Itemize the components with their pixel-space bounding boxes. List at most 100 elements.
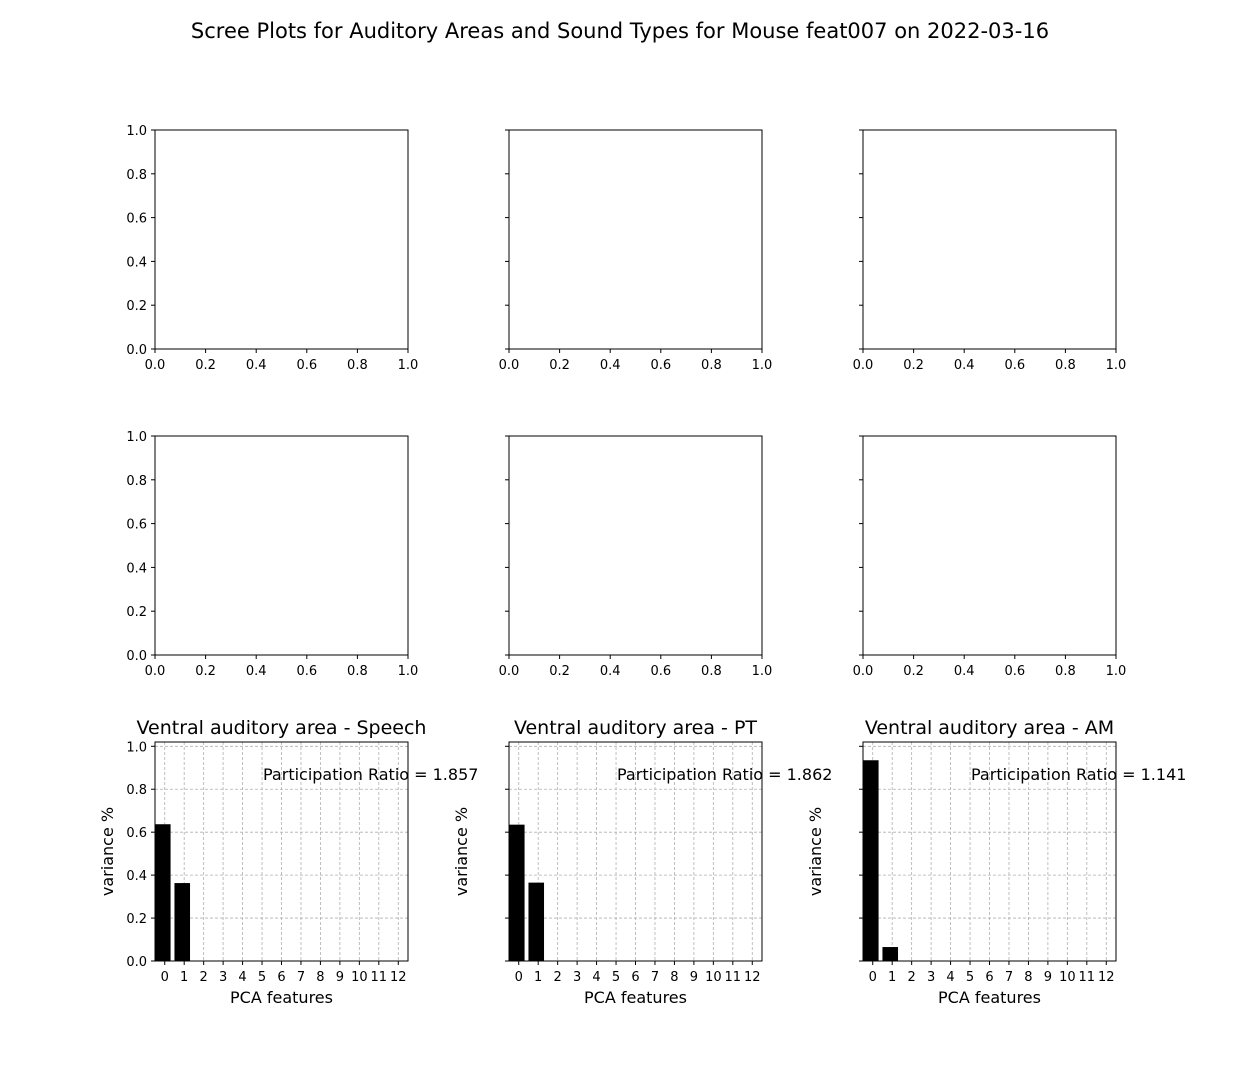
- y-tick-label: 0.2: [126, 299, 147, 314]
- subplot-1-2: 0.0 0.2 0.4 0.6 0.8 1.0: [853, 435, 1127, 679]
- y-tick-label: 0.8: [126, 168, 147, 183]
- x-tick-label: 0.4: [954, 358, 975, 373]
- subplot-title: Ventral auditory area - Speech: [137, 717, 427, 739]
- participation-ratio-annotation: Participation Ratio = 1.862: [617, 765, 832, 784]
- x-tick-label: 1: [180, 970, 188, 985]
- subplot-0-1: 0.0 0.2 0.4 0.6 0.8 1.0: [499, 129, 772, 373]
- x-tick-label: 0.0: [499, 358, 520, 373]
- x-tick-label: 0.0: [499, 664, 520, 679]
- x-tick-label: 3: [219, 970, 227, 985]
- x-tick-label: 1.0: [398, 358, 419, 373]
- x-tick-label: 0.8: [1055, 358, 1076, 373]
- subplot-0-0: 0.0 0.2 0.4 0.6 0.8 1.0 0.0 0.2 0.4 0.6 0.8 1.0: [126, 124, 418, 373]
- x-tick-label: 0.2: [549, 358, 570, 373]
- x-tick-label: 7: [651, 970, 659, 985]
- subplot-title: Ventral auditory area - PT: [514, 717, 757, 739]
- y-axis-label: variance %: [98, 807, 117, 896]
- x-tick-label: 8: [316, 970, 324, 985]
- x-tick-label: 8: [670, 970, 678, 985]
- x-tick-label: 3: [927, 970, 935, 985]
- participation-ratio-annotation: Participation Ratio = 1.141: [971, 765, 1186, 784]
- x-tick-label: 0.8: [1055, 664, 1076, 679]
- x-tick-label: 0.0: [853, 664, 874, 679]
- x-tick-label: 0.4: [600, 664, 621, 679]
- x-tick-label: 1.0: [752, 664, 773, 679]
- x-tick-label: 1: [888, 970, 896, 985]
- x-tick-label: 0.6: [296, 664, 317, 679]
- subplot-1-1: 0.0 0.2 0.4 0.6 0.8 1.0: [499, 435, 773, 679]
- subplot-grid: 0.0 0.2 0.4 0.6 0.8 1.00.00.20.40.60.81.00.0 0…: [98, 124, 1186, 1007]
- y-tick-label: 0.6: [126, 826, 147, 841]
- bar-pc0: [863, 760, 879, 961]
- y-tick-label: 1.0: [126, 124, 147, 139]
- x-tick-label: 9: [1044, 970, 1052, 985]
- bar-pc1: [528, 882, 545, 961]
- x-tick-label: 0: [869, 970, 877, 985]
- axes-frame: [862, 435, 1117, 656]
- y-tick-label: 0.6: [126, 212, 147, 227]
- x-tick-label: 0.8: [347, 664, 368, 679]
- x-tick-label: 0.0: [145, 358, 166, 373]
- y-tick-label: 0.8: [126, 474, 147, 489]
- y-tick-label: 0.4: [126, 255, 147, 270]
- x-tick-label: 7: [297, 970, 305, 985]
- x-tick-label: 4: [238, 970, 246, 985]
- x-tick-label: 5: [966, 970, 974, 985]
- x-tick-label: 0.6: [650, 358, 671, 373]
- x-tick-label: 0.8: [701, 358, 722, 373]
- y-tick-label: 0.2: [126, 605, 147, 620]
- x-tick-label: 0.8: [347, 358, 368, 373]
- y-axis-label: variance %: [806, 807, 825, 896]
- x-tick-label: 11: [371, 970, 388, 985]
- x-tick-label: 4: [946, 970, 954, 985]
- x-tick-label: 6: [631, 970, 639, 985]
- axes-frame: [508, 435, 763, 656]
- x-tick-label: 1.0: [1106, 358, 1127, 373]
- figure-title: Scree Plots for Auditory Areas and Sound…: [191, 19, 1049, 43]
- subplot-title: Ventral auditory area - AM: [865, 717, 1114, 739]
- x-tick-label: 12: [1098, 970, 1115, 985]
- x-tick-label: 3: [573, 970, 581, 985]
- y-tick-label: 0.8: [126, 783, 147, 798]
- x-tick-label: 0: [515, 970, 523, 985]
- bar-pc1: [882, 947, 899, 961]
- x-tick-label: 1.0: [398, 664, 419, 679]
- x-axis-label: PCA features: [584, 988, 687, 1007]
- x-tick-label: 6: [985, 970, 993, 985]
- y-tick-label: 0.0: [126, 343, 147, 358]
- x-tick-label: 10: [705, 970, 722, 985]
- x-tick-label: 11: [725, 970, 742, 985]
- x-tick-label: 5: [258, 970, 266, 985]
- x-tick-label: 2: [554, 970, 562, 985]
- x-tick-label: 12: [744, 970, 761, 985]
- axes-frame: [862, 129, 1117, 350]
- subplot-1-0: 0.0 0.2 0.4 0.6 0.8 1.0 0.0 0.2 0.4 0.6 0.8 1.0: [126, 430, 418, 679]
- x-tick-label: 1: [534, 970, 542, 985]
- x-tick-label: 1.0: [1106, 664, 1127, 679]
- x-axis-label: PCA features: [230, 988, 333, 1007]
- x-tick-label: 0.6: [1004, 358, 1025, 373]
- x-tick-label: 0.6: [296, 358, 317, 373]
- subplot-0-2: 0.0 0.2 0.4 0.6 0.8 1.0: [853, 129, 1127, 373]
- x-tick-label: 0.4: [600, 358, 621, 373]
- bar-pc1: [174, 883, 191, 961]
- axes-frame: [154, 435, 409, 656]
- x-tick-label: 0.2: [549, 664, 570, 679]
- x-tick-label: 0.4: [246, 358, 267, 373]
- x-tick-label: 0.2: [195, 664, 216, 679]
- x-axis-label: PCA features: [938, 988, 1041, 1007]
- y-tick-label: 0.4: [126, 869, 147, 884]
- bar-pc0: [509, 824, 525, 961]
- axes-frame: [508, 129, 763, 350]
- y-tick-label: 1.0: [126, 430, 147, 445]
- y-tick-label: 0.2: [126, 912, 147, 927]
- y-tick-label: 0.4: [126, 561, 147, 576]
- x-tick-label: 0.2: [903, 664, 924, 679]
- x-tick-label: 0.4: [246, 664, 267, 679]
- x-tick-label: 0.4: [954, 664, 975, 679]
- x-tick-label: 11: [1079, 970, 1096, 985]
- x-tick-label: 0.0: [145, 664, 166, 679]
- x-tick-label: 6: [277, 970, 285, 985]
